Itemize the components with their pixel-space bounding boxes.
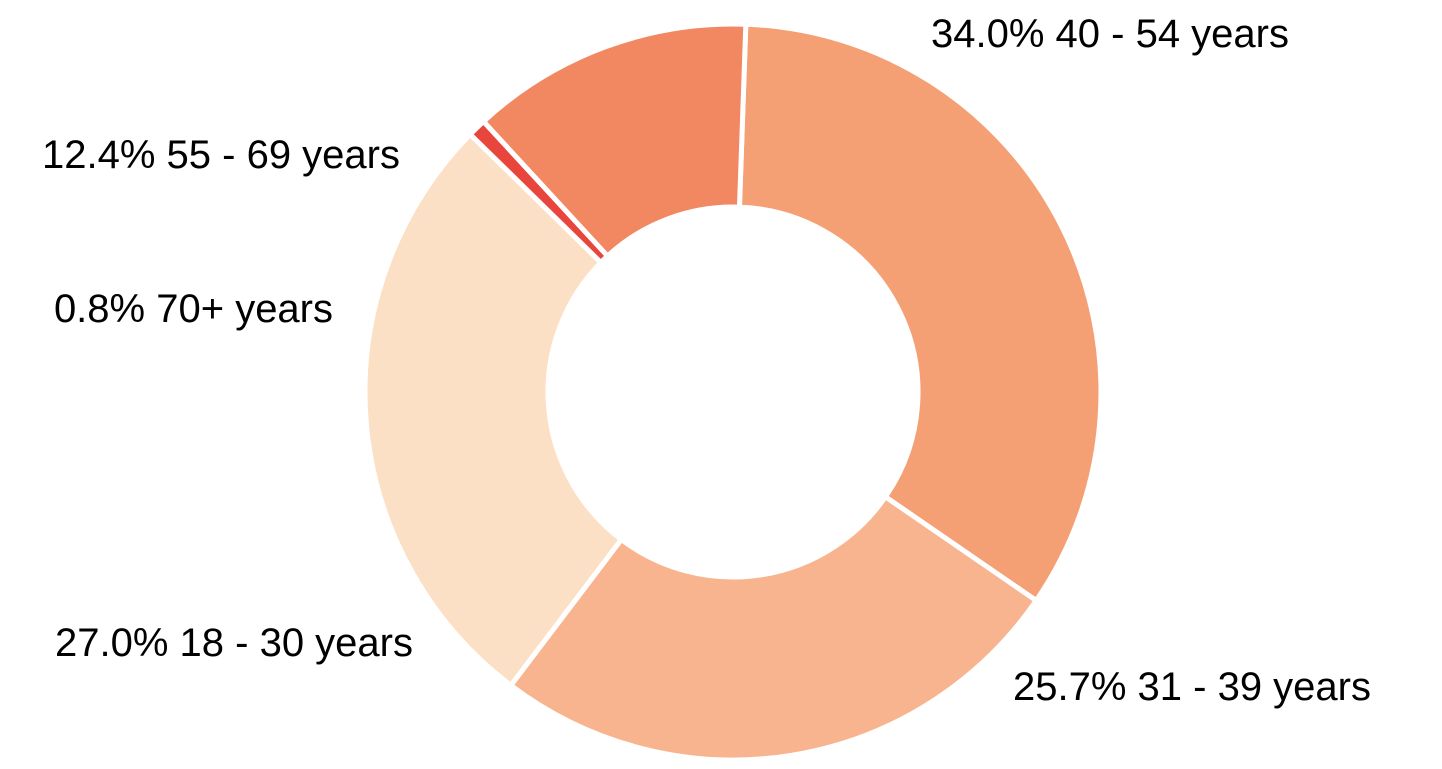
donut-slice-55-69-years bbox=[479, 21, 749, 260]
slice-label-40-54: 34.0% 40 - 54 years bbox=[931, 12, 1289, 56]
slice-label-31-39: 25.7% 31 - 39 years bbox=[1013, 665, 1371, 709]
donut-slice-31-39-years bbox=[507, 493, 1040, 763]
donut-slices bbox=[362, 21, 1104, 763]
donut-slice-18-30-years bbox=[362, 130, 625, 689]
slice-label-70-plus: 0.8% 70+ years bbox=[54, 287, 333, 331]
donut-slice-40-54-years bbox=[736, 21, 1104, 605]
slice-label-18-30: 27.0% 18 - 30 years bbox=[55, 621, 413, 665]
slice-label-55-69: 12.4% 55 - 69 years bbox=[42, 133, 400, 177]
